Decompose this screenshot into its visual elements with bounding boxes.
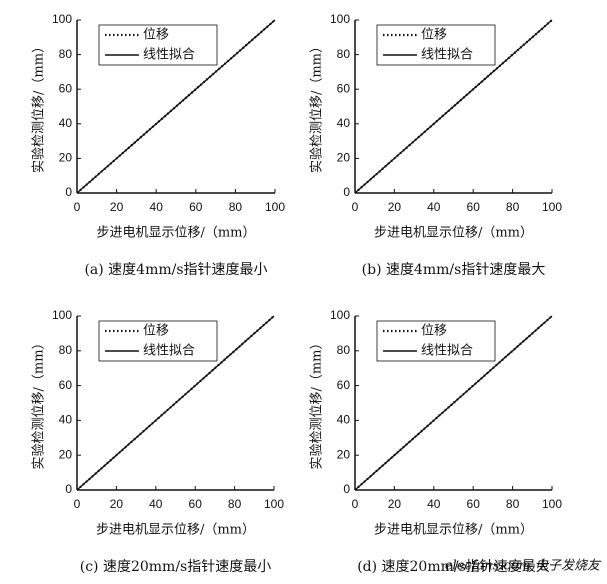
legend-label: 线性拟合 [421, 344, 473, 359]
x-tick-label: 40 [149, 497, 163, 511]
y-tick-label: 60 [337, 378, 351, 392]
x-axis-label: 步进电机显示位移/（mm） [96, 226, 255, 241]
y-tick-label: 20 [59, 447, 73, 461]
y-tick-label: 0 [343, 185, 350, 199]
data-line [76, 19, 276, 194]
legend-label: 位移 [143, 28, 169, 43]
data-line [354, 315, 553, 491]
x-tick-label: 100 [264, 497, 284, 511]
x-tick-label: 40 [427, 497, 441, 511]
legend-label: 线性拟合 [143, 48, 195, 63]
x-tick-label: 60 [189, 200, 203, 214]
y-tick-label: 20 [59, 151, 73, 165]
caption: (b) 速度4mm/s指针速度最大 [362, 262, 546, 278]
x-axis-label: 步进电机显示位移/（mm） [374, 226, 533, 241]
x-axis-label: 步进电机显示位移/（mm） [374, 523, 533, 538]
y-tick-label: 100 [52, 308, 72, 322]
y-tick-label: 40 [337, 413, 351, 427]
x-tick-label: 100 [542, 497, 562, 511]
data-line [354, 19, 553, 194]
legend-box [376, 24, 496, 66]
x-tick-label: 80 [229, 200, 243, 214]
legend-label: 位移 [143, 324, 169, 339]
caption: (c) 速度20mm/s指针速度最小 [80, 559, 271, 575]
x-tick-label: 20 [110, 200, 124, 214]
y-axis-label: 实验检测位移/（mm） [309, 40, 325, 173]
x-tick-label: 20 [388, 497, 402, 511]
x-tick-label: 40 [427, 200, 441, 214]
y-tick-label: 0 [65, 482, 72, 496]
x-tick-label: 0 [74, 497, 81, 511]
y-tick-label: 0 [65, 185, 72, 199]
y-tick-label: 100 [52, 12, 72, 26]
legend-label: 位移 [421, 324, 447, 339]
y-tick-label: 80 [337, 47, 351, 61]
x-tick-label: 0 [352, 200, 359, 214]
watermark: elecfans.com 电子发烧友 [445, 559, 602, 574]
y-tick-label: 60 [337, 81, 351, 95]
y-axis-label: 实验检测位移/（mm） [309, 336, 325, 469]
legend-label: 位移 [421, 28, 447, 43]
x-tick-label: 80 [506, 497, 520, 511]
y-tick-label: 60 [59, 378, 73, 392]
legend-box [98, 320, 218, 362]
y-tick-label: 80 [59, 47, 73, 61]
x-tick-label: 20 [388, 200, 402, 214]
y-axis-label: 实验检测位移/（mm） [31, 40, 47, 173]
x-tick-label: 0 [352, 497, 359, 511]
y-tick-label: 60 [59, 81, 73, 95]
x-axis-label: 步进电机显示位移/（mm） [96, 523, 255, 538]
x-tick-label: 20 [110, 497, 124, 511]
x-tick-label: 100 [265, 200, 285, 214]
y-tick-label: 100 [330, 308, 350, 322]
x-tick-label: 60 [467, 497, 481, 511]
x-tick-label: 80 [506, 200, 520, 214]
y-tick-label: 20 [337, 151, 351, 165]
legend-box [98, 24, 218, 66]
x-tick-label: 60 [189, 497, 203, 511]
y-tick-label: 100 [330, 12, 350, 26]
legend-label: 线性拟合 [421, 48, 473, 63]
x-tick-label: 100 [542, 200, 562, 214]
y-tick-label: 20 [337, 447, 351, 461]
caption: (a) 速度4mm/s指针速度最小 [84, 262, 267, 278]
legend-label: 线性拟合 [143, 344, 195, 359]
y-tick-label: 40 [59, 413, 73, 427]
y-tick-label: 40 [59, 116, 73, 130]
y-tick-label: 80 [59, 343, 73, 357]
y-tick-label: 80 [337, 343, 351, 357]
y-axis-label: 实验检测位移/（mm） [31, 336, 47, 469]
x-tick-label: 40 [150, 200, 164, 214]
data-line [76, 315, 275, 491]
x-tick-label: 80 [228, 497, 242, 511]
x-tick-label: 0 [74, 200, 81, 214]
y-tick-label: 0 [343, 482, 350, 496]
caption: (d) 速度20mm/s指针速度最大 [357, 559, 550, 575]
legend-box [376, 320, 496, 362]
x-tick-label: 60 [467, 200, 481, 214]
y-tick-label: 40 [337, 116, 351, 130]
